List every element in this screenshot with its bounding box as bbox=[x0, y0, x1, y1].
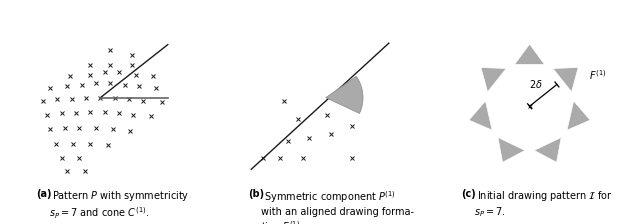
Text: (a): (a) bbox=[36, 190, 51, 199]
Text: (b): (b) bbox=[248, 190, 264, 199]
Polygon shape bbox=[481, 67, 506, 92]
Wedge shape bbox=[326, 76, 363, 113]
Polygon shape bbox=[515, 44, 545, 65]
Text: Symmetric component $P^{(1)}$
with an aligned drawing forma-
tion $F^{(1)}$.: Symmetric component $P^{(1)}$ with an al… bbox=[261, 190, 414, 224]
Text: $F^{(1)}$: $F^{(1)}$ bbox=[589, 68, 606, 82]
Polygon shape bbox=[534, 137, 561, 162]
Text: $2\delta$: $2\delta$ bbox=[529, 78, 543, 90]
Text: Initial drawing pattern $\mathcal{I}$ for
$s_P = 7$.: Initial drawing pattern $\mathcal{I}$ fo… bbox=[474, 190, 612, 219]
Text: Pattern $P$ with symmetricity
$s_P = 7$ and cone $C^{(1)}$.: Pattern $P$ with symmetricity $s_P = 7$ … bbox=[49, 190, 189, 221]
Polygon shape bbox=[498, 137, 525, 162]
Polygon shape bbox=[567, 101, 590, 130]
Polygon shape bbox=[553, 67, 578, 92]
Polygon shape bbox=[469, 101, 492, 130]
Text: (c): (c) bbox=[461, 190, 476, 199]
